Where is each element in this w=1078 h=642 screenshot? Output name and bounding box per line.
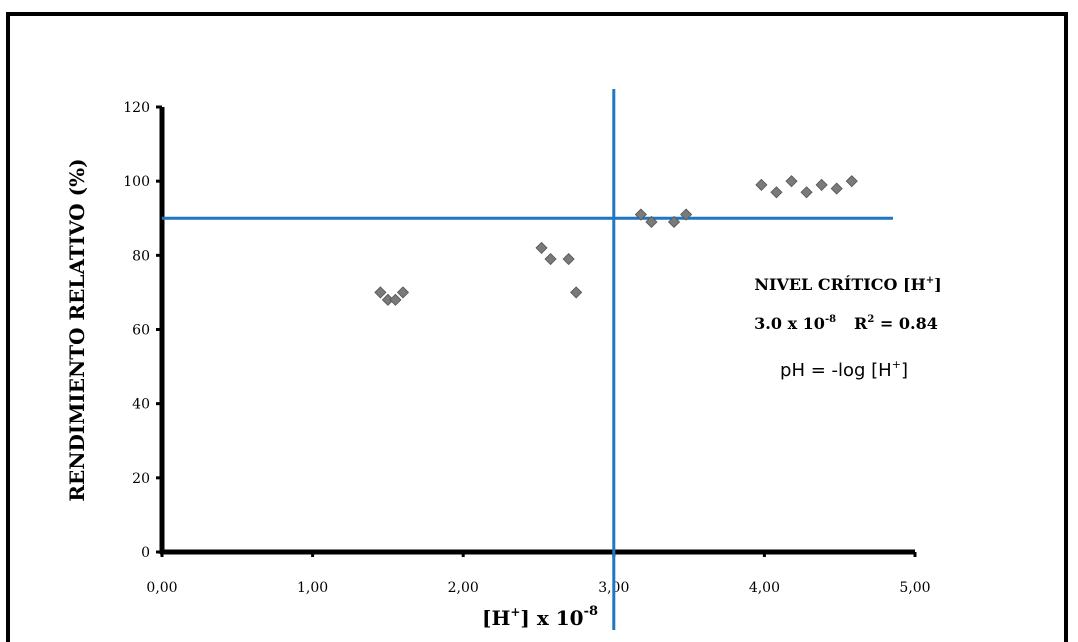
y-tick-label: 120 xyxy=(123,100,150,116)
annotation-line2-coef: 3.0 x 10 xyxy=(754,314,825,333)
data-point xyxy=(815,178,828,191)
chart-frame xyxy=(6,12,1068,642)
y-tick-label: 40 xyxy=(132,397,150,413)
annotation-line2-r: R xyxy=(854,314,868,333)
y-tick-label: 20 xyxy=(132,471,150,487)
data-point xyxy=(562,252,575,266)
y-tick-label: 60 xyxy=(132,323,150,339)
data-point xyxy=(535,241,548,254)
annotation-line2-exp: -8 xyxy=(825,314,836,325)
data-point xyxy=(680,208,693,221)
x-tick-label: 4,00 xyxy=(749,580,780,596)
x-axis-title-exp: -8 xyxy=(584,604,598,619)
data-point xyxy=(645,215,658,229)
data-point xyxy=(634,208,647,221)
annotation-line3-main: pH = -log [H xyxy=(780,360,892,381)
data-point xyxy=(770,186,783,199)
y-axis-title: RENDIMIENTO RELATIVO (%) xyxy=(65,158,89,501)
data-point xyxy=(544,252,557,266)
x-axis-title-sup: + xyxy=(510,605,520,619)
annotation-line3-end: ] xyxy=(901,360,908,381)
annotation-value: 3.0 x 10-8 R2 = 0.84 xyxy=(754,314,938,333)
data-point xyxy=(570,286,583,299)
y-tick-label: 100 xyxy=(123,174,150,190)
annotation-nivel-critico: NIVEL CRÍTICO [H+] xyxy=(754,274,941,294)
x-tick-label: 2,00 xyxy=(448,580,479,596)
annotation-line1-sup: + xyxy=(926,275,934,286)
x-tick-label: 1,00 xyxy=(297,580,328,596)
data-point xyxy=(830,182,843,195)
data-point xyxy=(396,286,410,299)
data-point xyxy=(389,293,402,306)
x-tick-label: 0,00 xyxy=(146,580,177,596)
annotation-line3-sup: + xyxy=(892,358,901,371)
annotation-ph-formula: pH = -log [H+] xyxy=(780,358,908,381)
data-point xyxy=(755,178,768,191)
y-tick-label: 0 xyxy=(141,545,150,561)
data-point xyxy=(667,215,681,229)
annotation-line1-main: NIVEL CRÍTICO [H xyxy=(754,274,925,294)
x-axis-title: [H+] x 10-8 xyxy=(482,604,598,630)
y-tick-label: 80 xyxy=(132,248,150,264)
annotation-line2-r-sup: 2 xyxy=(867,314,874,325)
x-axis-title-tail: ] x 10 xyxy=(520,606,583,630)
x-axis-title-main: [H xyxy=(482,606,510,630)
data-point xyxy=(845,175,858,188)
annotation-line1-end: ] xyxy=(934,275,942,294)
annotation-line2-r-val: = 0.84 xyxy=(874,314,938,333)
data-point xyxy=(785,175,798,188)
data-point xyxy=(800,186,813,199)
data-point xyxy=(374,286,387,299)
x-tick-label: 5,00 xyxy=(899,580,930,596)
